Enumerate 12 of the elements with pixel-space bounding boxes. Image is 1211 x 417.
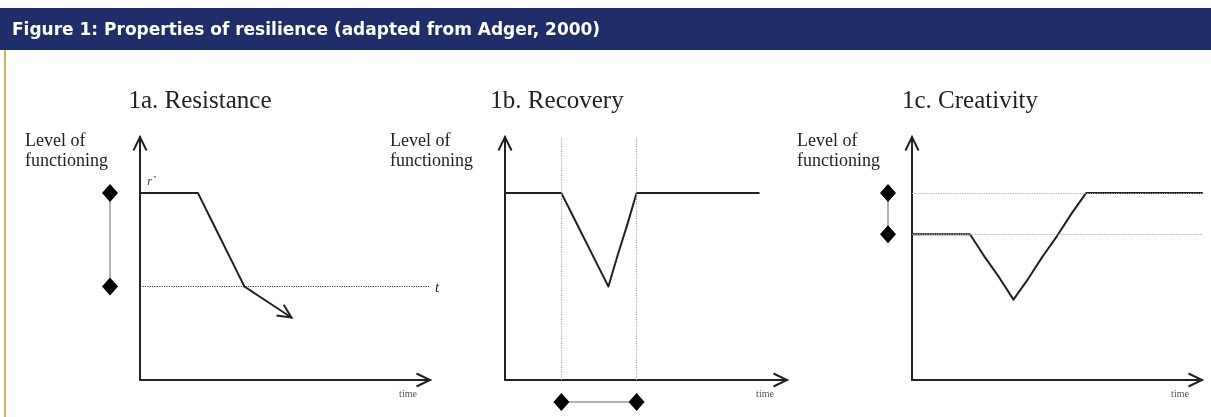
annotation: r` — [147, 174, 156, 189]
chart-title: 1b. Recovery — [490, 86, 625, 113]
y-axis-title: Level of functioning — [797, 130, 880, 170]
y-axis-title: Level of functioning — [390, 130, 473, 170]
ref-line-label: t — [435, 278, 440, 295]
x-axis-title: time — [1171, 387, 1190, 399]
y-axis-title: Level of functioning — [25, 130, 108, 170]
x-axis-title: time — [399, 387, 418, 399]
caption: Figure 1: Properties of resilience (adapted from Adger, 2000) — [12, 19, 601, 39]
x-axis-title: time — [756, 387, 775, 399]
chart-title: 1a. Resistance — [128, 86, 272, 113]
chart-title: 1c. Creativity — [901, 86, 1039, 113]
